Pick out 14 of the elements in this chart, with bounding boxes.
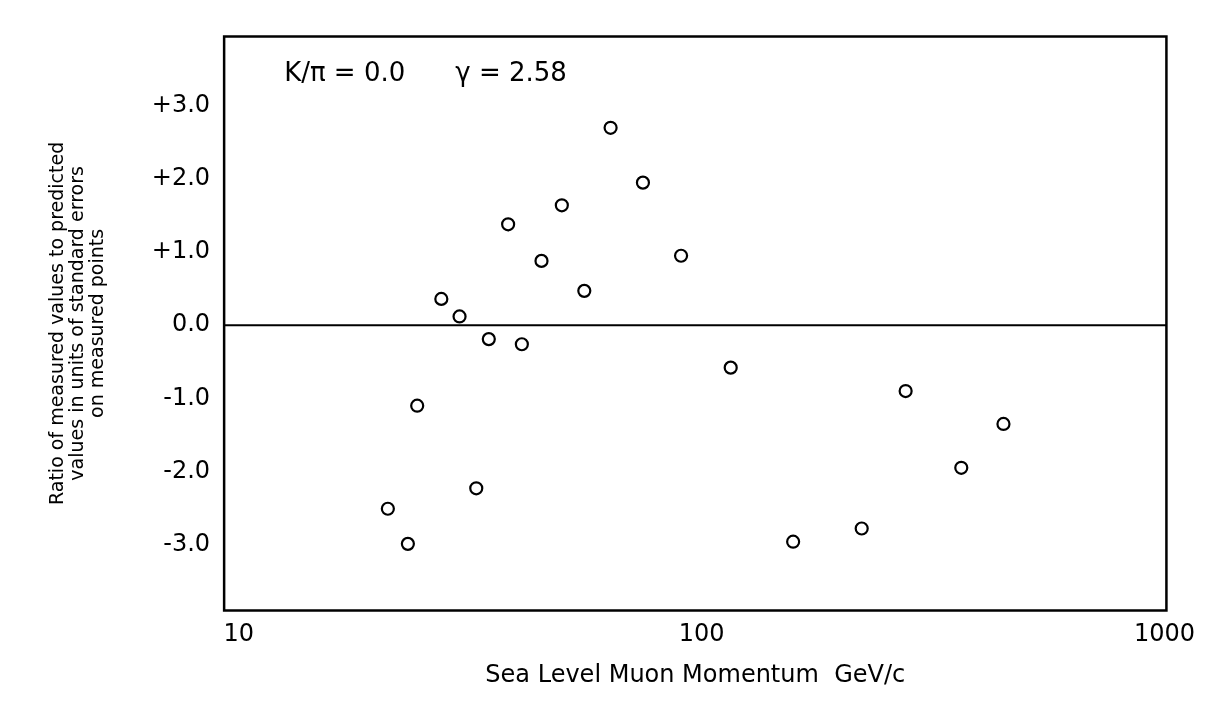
y-tick-label: -3.0	[163, 528, 211, 557]
y-tick-label: -2.0	[163, 455, 211, 484]
x-tick-label: 100	[678, 619, 725, 648]
annotation: γ = 2.58	[455, 57, 567, 88]
x-tick-label: 10	[223, 619, 254, 648]
y-tick-label: +1.0	[151, 236, 211, 265]
y-tick-label: +3.0	[151, 90, 211, 119]
y-tick-label: 0.0	[171, 309, 211, 338]
y-axis-title: Ratio of measured values to predicted values in units of standard errors on measured points	[44, 141, 107, 506]
annotation: K/π = 0.0	[284, 57, 406, 88]
y-tick-label: -1.0	[163, 382, 211, 411]
x-tick-label: 1000	[1133, 619, 1195, 648]
y-tick-label: +2.0	[151, 163, 211, 192]
x-axis-title: Sea Level Muon Momentum GeV/c	[485, 659, 906, 688]
